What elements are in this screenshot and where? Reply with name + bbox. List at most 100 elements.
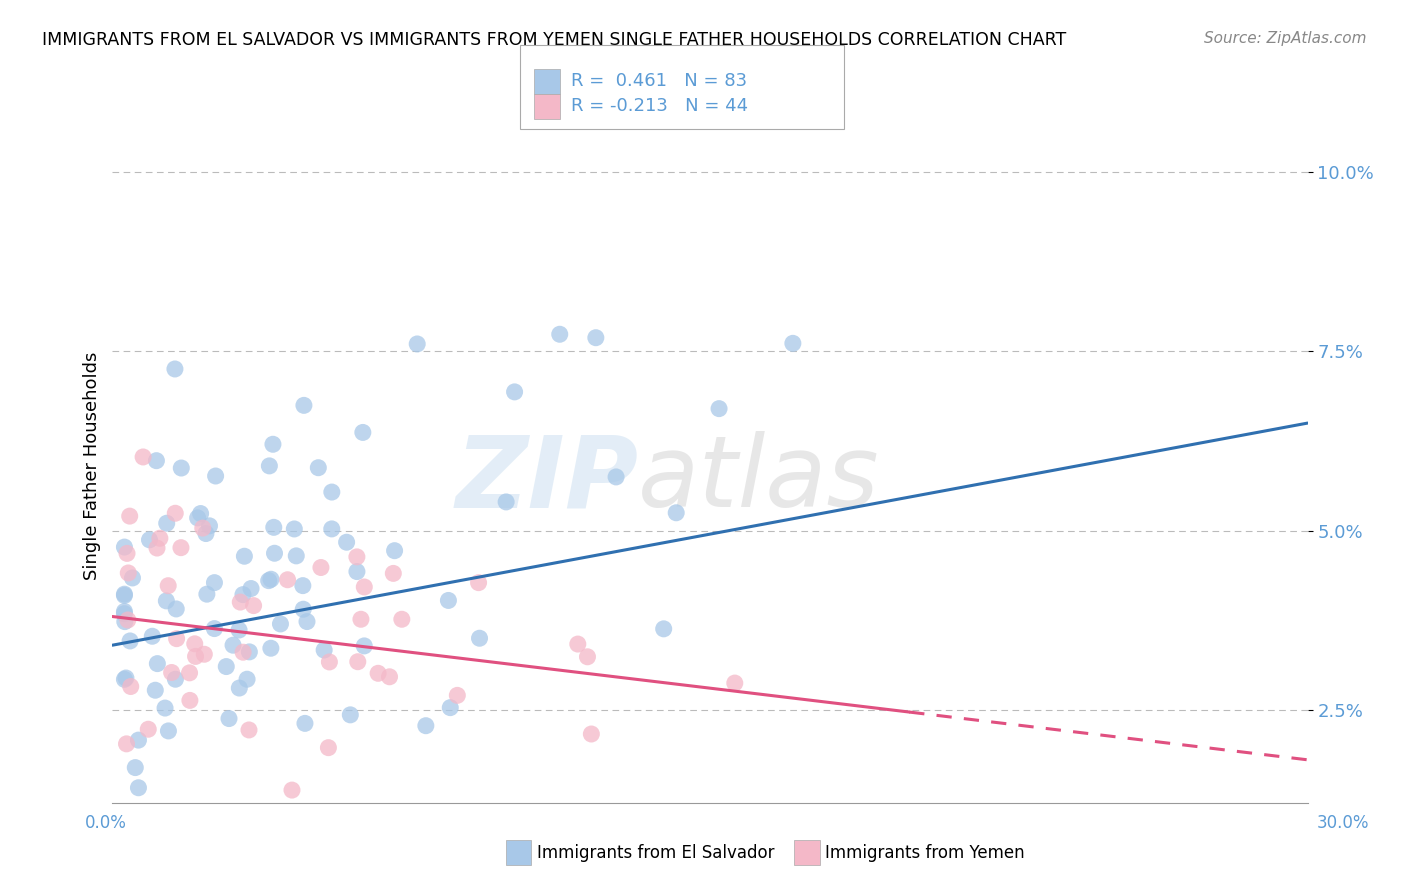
Point [236, 672, 259, 686]
Point [314, 643, 336, 657]
Point [291, 579, 314, 593]
Point [179, 665, 201, 680]
Point [707, 401, 730, 416]
Point [277, 573, 299, 587]
Point [145, 453, 167, 467]
Point [165, 602, 187, 616]
Point [292, 602, 315, 616]
Point [184, 637, 207, 651]
Point [281, 783, 304, 797]
Point [170, 461, 193, 475]
Point [136, 723, 159, 737]
Point [336, 535, 359, 549]
Point [153, 701, 176, 715]
Point [194, 526, 217, 541]
Point [782, 336, 804, 351]
Point [179, 693, 201, 707]
Point [605, 470, 627, 484]
Point [143, 683, 166, 698]
Point [260, 641, 283, 656]
Point [318, 655, 340, 669]
Point [548, 327, 571, 342]
Point [156, 516, 179, 531]
Point [115, 546, 138, 560]
Point [242, 599, 264, 613]
Point [170, 541, 193, 555]
Point [339, 707, 361, 722]
Point [346, 655, 368, 669]
Point [263, 546, 285, 560]
Point [295, 615, 318, 629]
Point [724, 676, 747, 690]
Point [190, 507, 212, 521]
Point [157, 579, 180, 593]
Point [191, 521, 214, 535]
Point [384, 543, 406, 558]
Point [240, 582, 263, 596]
Text: R = -0.213   N = 44: R = -0.213 N = 44 [571, 97, 748, 115]
Point [198, 519, 221, 533]
Point [446, 689, 468, 703]
Point [346, 549, 368, 564]
Point [378, 670, 401, 684]
Point [165, 672, 187, 686]
Text: Source: ZipAtlas.com: Source: ZipAtlas.com [1204, 31, 1367, 46]
Point [238, 723, 260, 737]
Text: 30.0%: 30.0% [1316, 814, 1369, 831]
Point [259, 458, 281, 473]
Point [283, 522, 305, 536]
Point [193, 647, 215, 661]
Point [204, 469, 226, 483]
Point [321, 485, 343, 500]
Point [346, 565, 368, 579]
Point [114, 615, 136, 629]
Text: IMMIGRANTS FROM EL SALVADOR VS IMMIGRANTS FROM YEMEN SINGLE FATHER HOUSEHOLDS CO: IMMIGRANTS FROM EL SALVADOR VS IMMIGRANT… [42, 31, 1066, 49]
Point [118, 509, 141, 524]
Point [124, 761, 146, 775]
Point [652, 622, 675, 636]
Point [146, 541, 169, 555]
Point [585, 331, 607, 345]
Point [184, 649, 207, 664]
Point [229, 595, 252, 609]
Point [157, 723, 180, 738]
Point [309, 560, 332, 574]
Point [437, 593, 460, 607]
Point [367, 666, 389, 681]
Point [155, 594, 177, 608]
Point [115, 737, 138, 751]
Point [163, 362, 186, 376]
Point [195, 587, 218, 601]
Point [187, 511, 209, 525]
Text: 0.0%: 0.0% [84, 814, 127, 831]
Point [406, 337, 429, 351]
Point [260, 572, 283, 586]
Point [114, 587, 135, 601]
Point [149, 531, 172, 545]
Point [353, 639, 375, 653]
Point [132, 450, 155, 464]
Point [321, 522, 343, 536]
Point [232, 588, 254, 602]
Point [146, 657, 169, 671]
Point [238, 645, 260, 659]
Point [204, 575, 226, 590]
Point [233, 549, 256, 564]
Point [382, 566, 405, 581]
Point [165, 506, 187, 520]
Point [439, 700, 461, 714]
Point [576, 649, 599, 664]
Point [141, 629, 163, 643]
Point [269, 616, 291, 631]
Point [665, 506, 688, 520]
Text: Immigrants from El Salvador: Immigrants from El Salvador [537, 844, 775, 862]
Point [292, 398, 315, 412]
Point [262, 437, 284, 451]
Point [222, 638, 245, 652]
Point [121, 571, 143, 585]
Point [318, 740, 340, 755]
Text: Immigrants from Yemen: Immigrants from Yemen [825, 844, 1025, 862]
Y-axis label: Single Father Households: Single Father Households [83, 351, 101, 581]
Text: R =  0.461   N = 83: R = 0.461 N = 83 [571, 72, 747, 90]
Point [202, 622, 225, 636]
